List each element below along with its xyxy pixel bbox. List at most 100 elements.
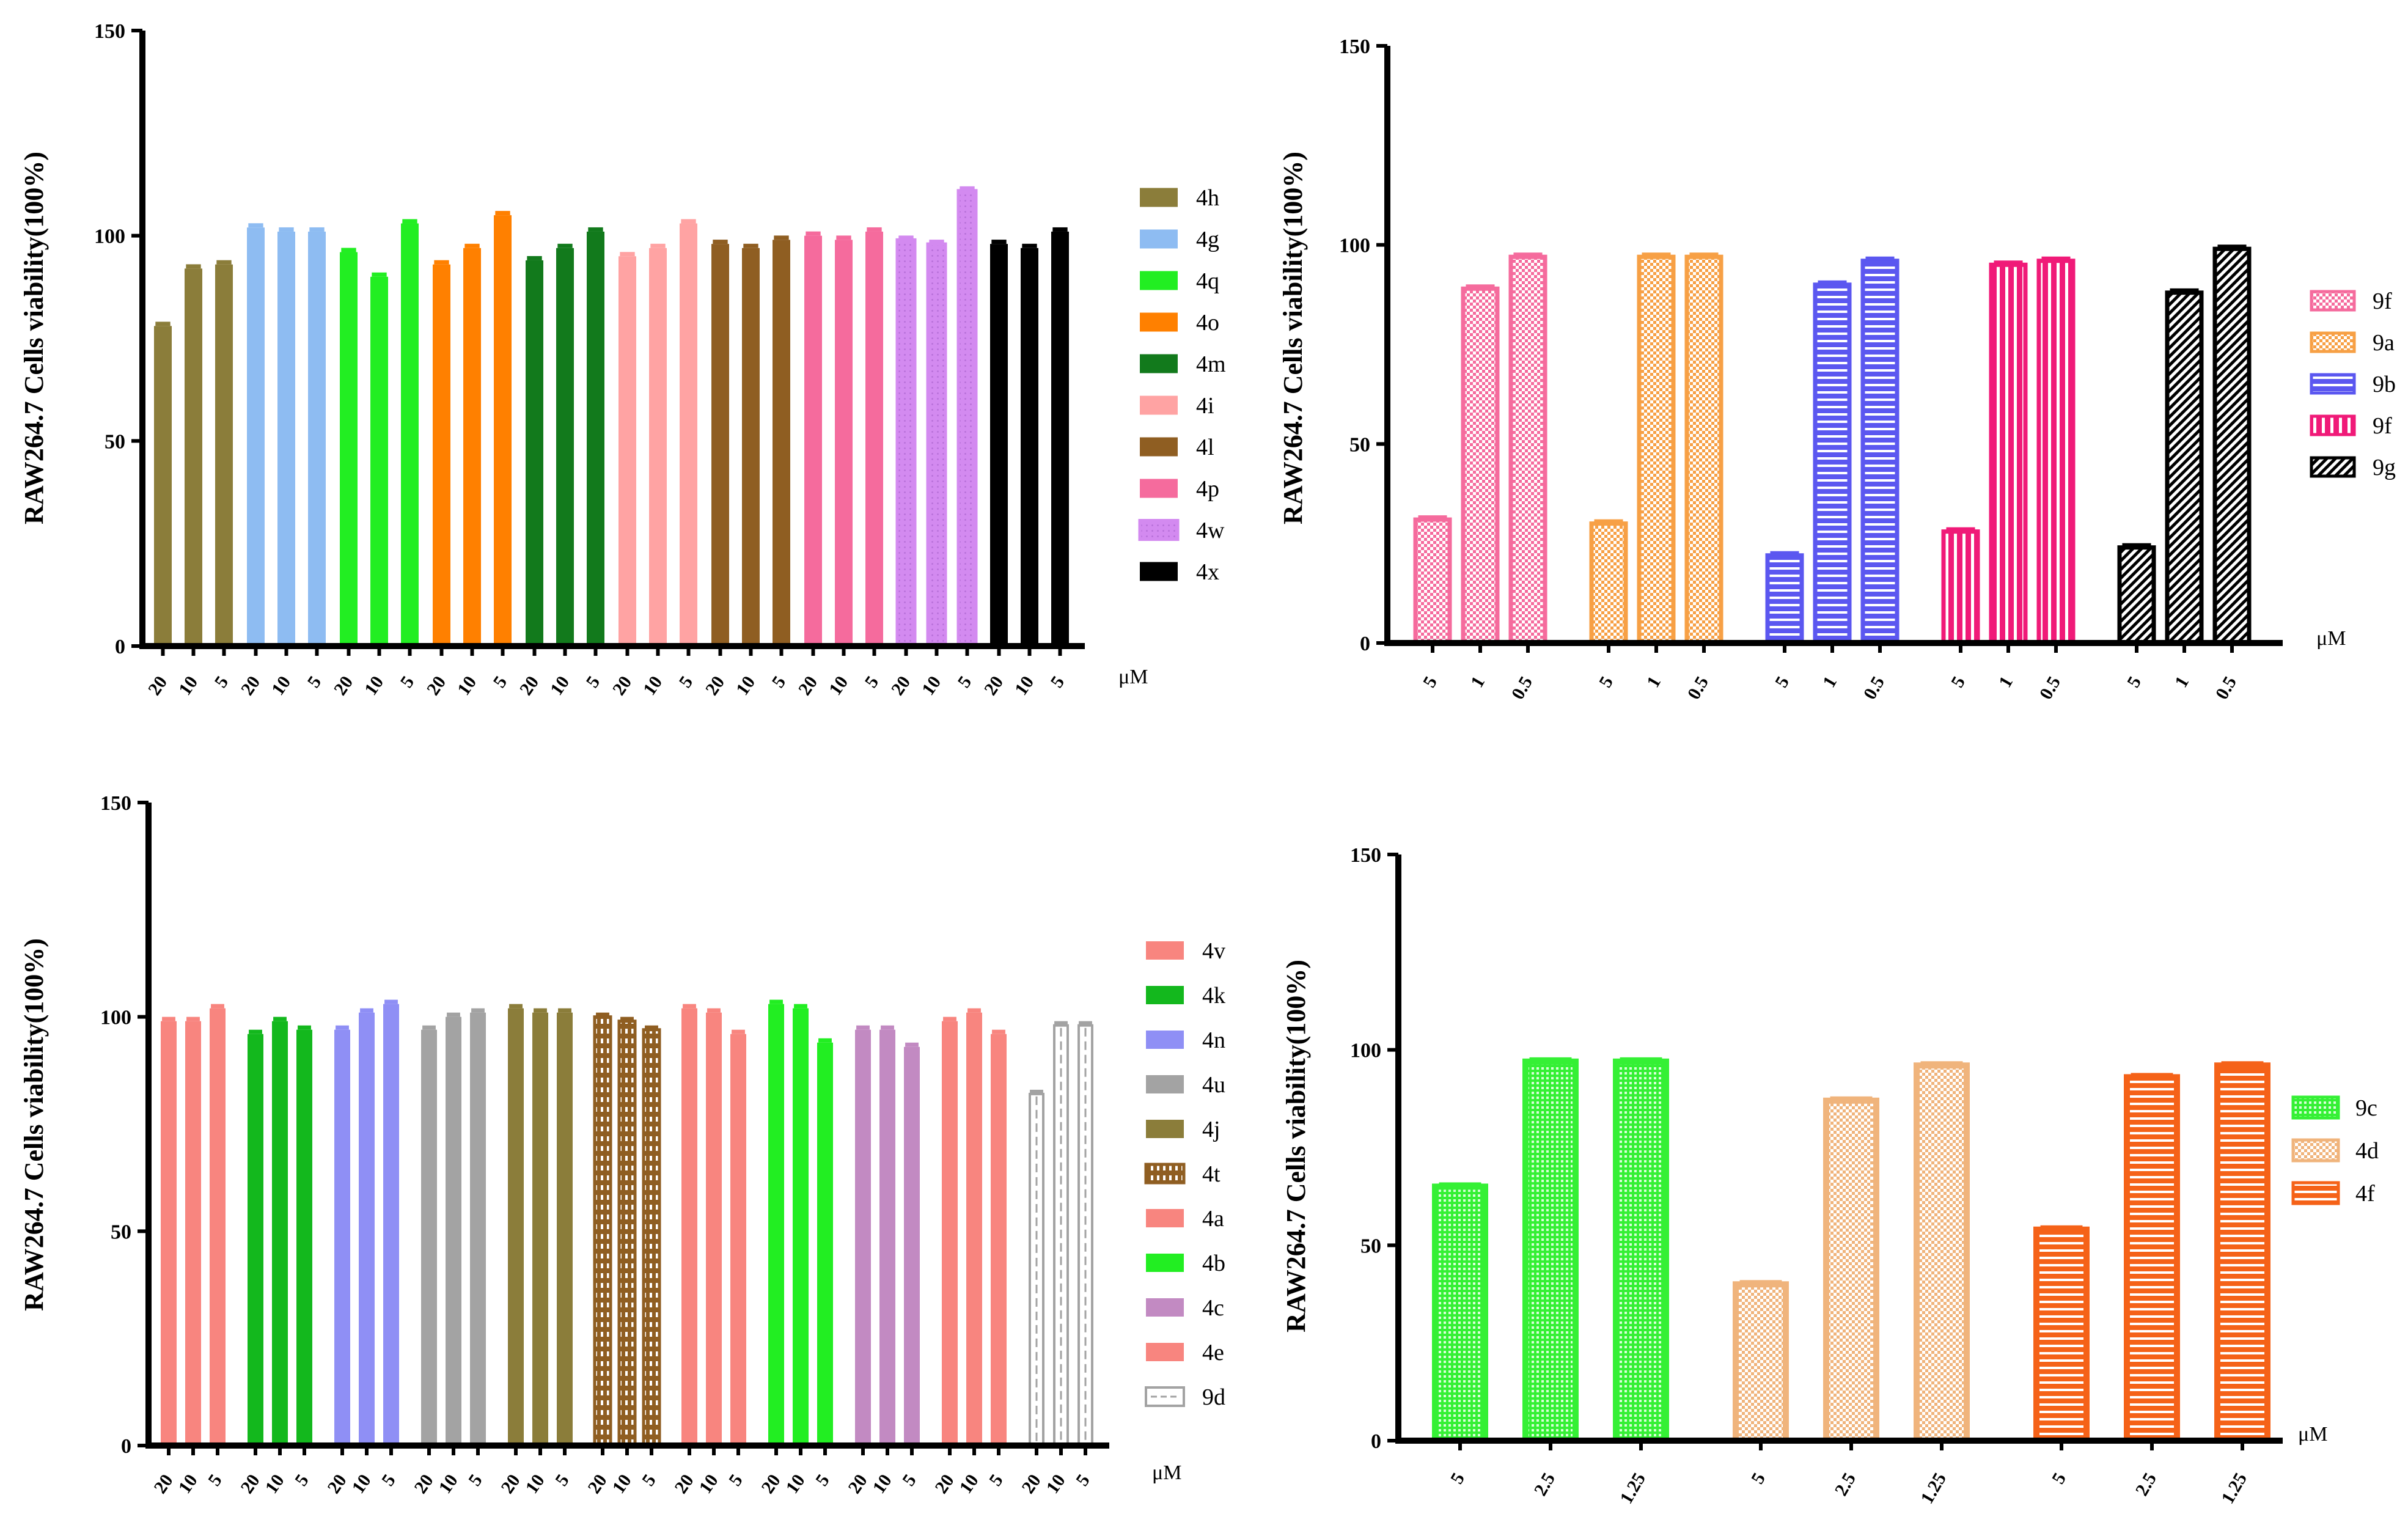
x-tick-label: 5 (1595, 673, 1617, 691)
series-4x-legend-label: 4x (1196, 559, 1219, 585)
series-4o-legend-label: 4o (1196, 310, 1219, 336)
series-4j-legend-label: 4j (1202, 1117, 1221, 1142)
x-tick-label: 1.25 (2217, 1469, 2251, 1507)
series-4m-bar-2 (587, 231, 604, 646)
x-tick-label: 20 (516, 672, 543, 699)
y-tick-label: 150 (100, 792, 131, 815)
x-tick-label: 20 (795, 672, 821, 699)
x-unit-label: μM (1118, 666, 1148, 688)
series-4b-legend-label: 4b (1202, 1251, 1225, 1276)
series-4n-legend-label: 4n (1202, 1027, 1225, 1053)
series-4e-bar-1 (966, 1012, 982, 1446)
series-4p-error-cap-0 (806, 231, 821, 236)
x-tick-label: 20 (410, 1471, 437, 1497)
series-4j-bar-0 (508, 1008, 524, 1446)
series-4q-legend-label: 4q (1196, 268, 1219, 294)
series-4q-error-cap-1 (372, 272, 387, 277)
series-9b-error-cap-2 (1865, 256, 1895, 261)
series-4w-error-cap-2 (960, 186, 975, 191)
series-4l-bar-2 (773, 240, 790, 646)
x-tick-label: 0.5 (2036, 673, 2065, 703)
series-9g-legend-label: 9g (2373, 455, 2396, 480)
series-4x-bar-0 (990, 244, 1008, 646)
series-4p-error-cap-1 (836, 235, 851, 240)
series-4c-bar-0 (855, 1029, 871, 1446)
series-4i-legend-swatch (1140, 395, 1178, 415)
x-tick-label: 1 (1467, 673, 1489, 691)
series-4d-bar-2 (1914, 1062, 1970, 1444)
x-tick-label: 1 (1819, 673, 1841, 691)
x-tick-label: 5 (1747, 1469, 1769, 1487)
series-4b-error-cap-1 (794, 1004, 807, 1009)
x-tick-label: 10 (608, 1471, 635, 1497)
x-tick-label: 10 (268, 672, 295, 699)
series-4q-bars (340, 219, 419, 646)
series-9f-bar-1 (1989, 262, 2028, 645)
series-4j-error-cap-2 (558, 1008, 571, 1013)
x-tick-label: 5 (812, 1471, 834, 1490)
x-tick-label: 20 (844, 1471, 871, 1497)
series-4t-legend-swatch (1144, 1163, 1186, 1185)
series-4f-error-cap-2 (2221, 1061, 2264, 1066)
x-tick-label: 20 (887, 672, 914, 699)
series-9d-bars (1029, 1021, 1093, 1447)
x-tick-label: 20 (330, 672, 357, 699)
series-4t-bar-0 (593, 1015, 612, 1447)
x-tick-label: 10 (435, 1471, 461, 1497)
series-4m-bars (526, 227, 604, 647)
series-9b-bar-2 (1860, 259, 1900, 645)
series-4j-bar-1 (532, 1012, 548, 1446)
series-4b-bar-2 (817, 1042, 833, 1446)
series-4c-bar-2 (904, 1046, 920, 1446)
series-4e-legend-label: 4e (1202, 1340, 1224, 1365)
x-tick-label: 5 (1072, 1471, 1094, 1490)
series-4o-legend-swatch (1140, 312, 1178, 332)
series-9f-bar-0 (1413, 517, 1452, 645)
series-4m-error-cap-0 (527, 255, 542, 260)
y-tick-label: 100 (94, 226, 125, 248)
series-9f-legend-label: 9f (2373, 288, 2392, 314)
series-9a-bar-1 (1637, 254, 1676, 645)
series-4m-error-cap-2 (588, 227, 603, 232)
series-9a-bars (1589, 252, 1723, 645)
series-9a-legend-swatch (2310, 331, 2356, 353)
series-4d-error-cap-1 (1830, 1096, 1873, 1101)
series-4i-bar-1 (649, 248, 667, 647)
x-tick-label: 1 (1643, 673, 1665, 691)
series-4i-error-cap-2 (681, 219, 696, 224)
series-4o-error-cap-0 (434, 260, 449, 265)
series-4h-bar-1 (185, 268, 202, 647)
series-4g-bar-1 (277, 231, 295, 646)
x-tick-label: 10 (825, 672, 852, 699)
series-4o-bars (433, 211, 512, 647)
legend: 4v 4k 4n 4u 4j 4t 4a 4b 4c 4e 9d (1144, 938, 1225, 1410)
series-4d-error-cap-2 (1920, 1061, 1963, 1066)
x-tick-label: 5 (2048, 1469, 2070, 1487)
series-4k-error-cap-1 (273, 1016, 287, 1021)
series-4m-legend-label: 4m (1196, 351, 1226, 377)
y-tick-label: 100 (100, 1007, 131, 1029)
series-4w-legend-label: 4w (1196, 518, 1225, 543)
x-tick-label: 5 (898, 1471, 920, 1490)
series-9a-error-cap-1 (1642, 252, 1671, 257)
x-tick-label: 5 (1447, 1469, 1469, 1487)
series-9a-bar-2 (1684, 254, 1723, 645)
series-9a-legend-label: 9a (2373, 330, 2395, 356)
series-4n-legend-swatch (1146, 1031, 1184, 1049)
series-4x-bars (990, 227, 1069, 647)
x-tick-label: 5 (490, 672, 512, 691)
series-9g-bar-2 (2212, 246, 2252, 645)
series-9f-error-cap-2 (2041, 256, 2071, 261)
series-4x-error-cap-2 (1052, 227, 1068, 232)
x-tick-label: 10 (639, 672, 666, 699)
series-4a-bars (681, 1004, 746, 1446)
x-tick-label: 0.5 (1508, 673, 1536, 703)
legend: 4h 4g 4q 4o 4m 4i 4l 4p 4w 4x (1138, 185, 1226, 585)
chart-panel-1: RAW264.7 Cells viability(100%) 0 50 100 150 2… (19, 20, 1226, 699)
x-tick-label: 5 (861, 672, 883, 691)
legend: 9c 4d 4f (2291, 1095, 2379, 1207)
series-4w-error-cap-0 (898, 235, 914, 240)
x-tick-label: 5 (551, 1471, 573, 1490)
series-4o-bar-1 (463, 248, 481, 647)
y-tick-label: 0 (115, 636, 125, 658)
